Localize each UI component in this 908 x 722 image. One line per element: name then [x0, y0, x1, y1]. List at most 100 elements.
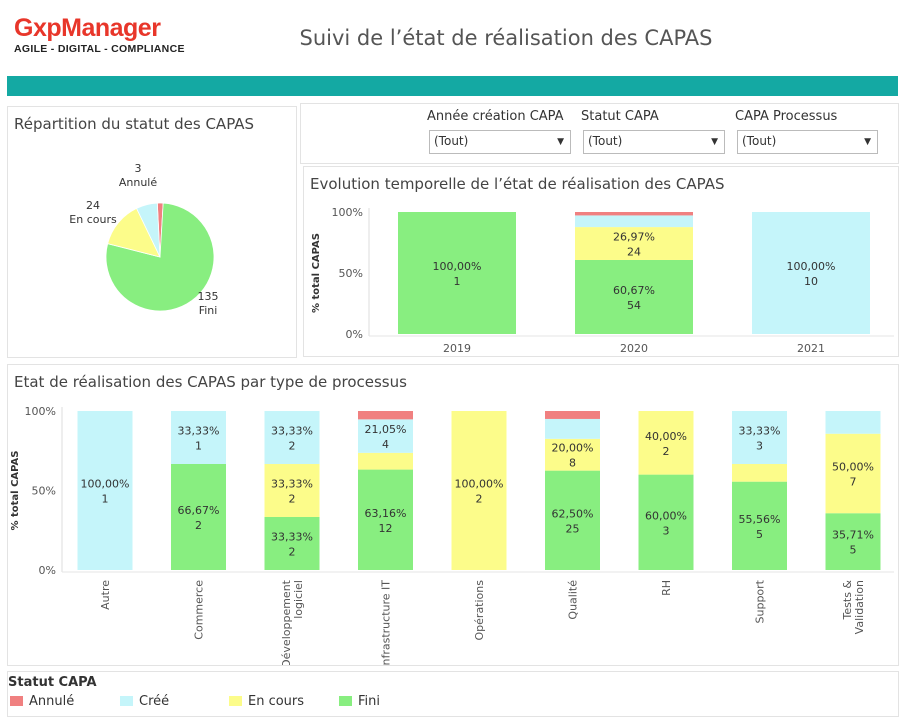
bar-segment-fini[interactable]: [638, 474, 694, 570]
filter-label-statut: Statut CAPA: [581, 109, 659, 124]
legend-panel: Statut CAPA Annulé Créé En cours Fini: [7, 671, 899, 717]
x-tick-label: Commerce: [193, 580, 206, 640]
legend-item-en-cours[interactable]: En cours: [229, 694, 304, 709]
x-tick-label: 2019: [443, 342, 471, 355]
pie-slice-cree[interactable]: [136, 202, 161, 258]
bar-segment-annule[interactable]: [575, 212, 693, 216]
pie-label-name-fini: Fini: [199, 304, 218, 317]
bar-label-count: 7: [850, 475, 857, 488]
x-tick-label: Qualité: [567, 580, 580, 620]
bar-segment-en-cours[interactable]: [451, 411, 507, 570]
bar-label-count: 2: [663, 445, 670, 458]
pie-label-count-fini: 135: [198, 290, 219, 303]
bar-label-count: 2: [195, 519, 202, 532]
bar-segment-cree[interactable]: [545, 418, 600, 439]
process-panel: Etat de réalisation des CAPAS par type d…: [7, 364, 899, 666]
bar-label-count: 4: [382, 438, 389, 451]
bar-label-pct: 55,56%: [739, 513, 781, 526]
logo: GxpManager AGILE - DIGITAL - COMPLIANCE: [14, 14, 185, 55]
legend-item-fini[interactable]: Fini: [339, 694, 380, 709]
y-tick-label: 0%: [346, 328, 363, 341]
filter-select-statut-value: (Tout): [588, 134, 623, 148]
legend-swatch-fini: [339, 695, 352, 706]
evolution-panel-title: Evolution temporelle de l’état de réalis…: [310, 175, 725, 193]
bar-segment-annule[interactable]: [358, 411, 413, 420]
bar-segment-en-cours[interactable]: [358, 452, 413, 470]
chevron-down-icon[interactable]: ▼: [711, 137, 718, 147]
x-tick-label: 2020: [620, 342, 648, 355]
pie-label-count-annule: 3: [135, 162, 142, 175]
pie-label-name-annule: Annulé: [119, 176, 157, 189]
bar-label-pct: 35,71%: [832, 529, 874, 542]
legend-label-fini: Fini: [358, 694, 380, 709]
x-tick-label: Validation: [853, 580, 866, 634]
bar-label-count: 1: [102, 493, 109, 506]
filter-select-annee[interactable]: (Tout) ▼: [429, 130, 571, 154]
legend-item-cree[interactable]: Créé: [120, 694, 169, 709]
bar-segment-fini[interactable]: [398, 212, 516, 334]
bar-label-count: 54: [627, 299, 641, 312]
process-chart[interactable]: 0% 50% 100% % total CAPAS 100,00% 1 Autre 66,67…: [8, 365, 898, 665]
filter-select-statut[interactable]: (Tout) ▼: [583, 130, 725, 154]
legend-label-en-cours: En cours: [248, 694, 305, 709]
bar-segment-en-cours[interactable]: [545, 438, 600, 471]
legend-swatch-en-cours: [229, 695, 242, 706]
bar-segment-fini[interactable]: [732, 481, 787, 570]
header-divider-bar: [7, 76, 898, 96]
bar-segment-fini[interactable]: [575, 259, 693, 334]
bar-label-pct: 100,00%: [455, 478, 504, 491]
evolution-panel: Evolution temporelle de l’état de réalis…: [303, 166, 899, 357]
bar-segment-annule[interactable]: [545, 411, 600, 419]
bar-segment-cree[interactable]: [77, 411, 133, 570]
bar-segment-cree[interactable]: [732, 411, 787, 464]
bar-label-count: 12: [379, 522, 393, 535]
x-tick-label: logiciel: [292, 580, 305, 619]
pie-panel: Répartition du statut des CAPAS 3 Annulé 2…: [7, 106, 297, 358]
x-tick-label: Infrastructure IT: [380, 580, 393, 665]
bar-label-pct: 26,97%: [613, 231, 655, 244]
legend-swatch-annule: [10, 695, 23, 706]
bar-label-pct: 60,00%: [645, 509, 687, 522]
y-tick-label: 50%: [32, 485, 56, 498]
x-tick-label: Développement: [280, 579, 293, 665]
bar-segment-cree[interactable]: [575, 215, 693, 228]
bar-segment-cree[interactable]: [358, 419, 413, 453]
filters-panel: Année création CAPA (Tout) ▼ Statut CAPA…: [300, 103, 899, 164]
bar-segment-en-cours[interactable]: [825, 433, 881, 514]
x-tick-label: Autre: [99, 580, 112, 610]
y-tick-label: 50%: [339, 267, 363, 280]
pie-label-count-en-cours: 24: [86, 199, 100, 212]
bar-segment-cree[interactable]: [825, 411, 881, 434]
legend-item-annule[interactable]: Annulé: [10, 694, 74, 709]
bar-label-pct: 20,00%: [552, 442, 594, 455]
bar-segment-en-cours[interactable]: [575, 227, 693, 260]
bar-segment-en-cours[interactable]: [638, 411, 694, 475]
chevron-down-icon[interactable]: ▼: [864, 137, 871, 147]
bar-segment-cree[interactable]: [752, 212, 870, 334]
pie-label-name-en-cours: En cours: [69, 213, 117, 226]
x-tick-label: Tests &: [841, 580, 854, 621]
chevron-down-icon[interactable]: ▼: [557, 137, 564, 147]
bar-label-pct: 40,00%: [645, 430, 687, 443]
bar-segment-en-cours[interactable]: [264, 464, 320, 518]
bar-segment-fini[interactable]: [545, 470, 600, 570]
process-panel-title: Etat de réalisation des CAPAS par type d…: [14, 373, 407, 391]
bar-segment-cree[interactable]: [264, 411, 320, 465]
bar-label-pct: 50,00%: [832, 460, 874, 473]
bar-segment-en-cours[interactable]: [732, 463, 787, 482]
bar-label-pct: 100,00%: [787, 260, 836, 273]
filter-select-processus-value: (Tout): [742, 134, 777, 148]
x-tick-label: Opérations: [473, 580, 486, 641]
evolution-chart[interactable]: 0% 50% 100% % total CAPAS 100,00% 1 2019 60,67%…: [304, 167, 898, 356]
bar-segment-fini[interactable]: [171, 463, 226, 570]
bar-segment-fini[interactable]: [264, 517, 320, 570]
bar-label-pct: 62,50%: [552, 507, 594, 520]
filter-select-processus[interactable]: (Tout) ▼: [737, 130, 878, 154]
bar-segment-cree[interactable]: [171, 411, 226, 464]
bar-label-count: 1: [454, 275, 461, 288]
bar-segment-fini[interactable]: [358, 469, 413, 570]
bar-segment-fini[interactable]: [825, 513, 881, 570]
legend-title: Statut CAPA: [8, 675, 97, 690]
bar-label-pct: 21,05%: [365, 423, 407, 436]
